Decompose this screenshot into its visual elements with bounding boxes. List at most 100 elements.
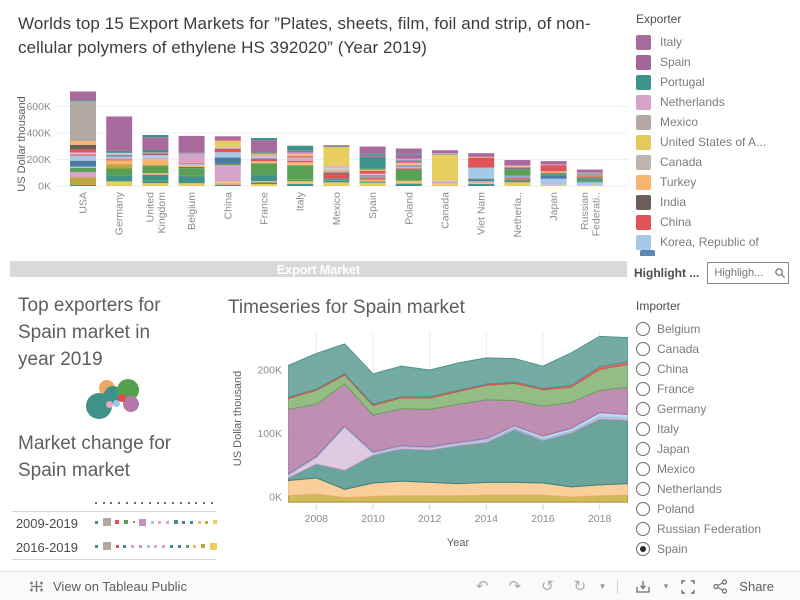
legend-item-india[interactable]: India <box>636 192 796 212</box>
download-icon[interactable] <box>626 580 660 594</box>
radio-icon <box>636 462 650 476</box>
importer-option-spain[interactable]: Spain <box>636 539 798 559</box>
legend-item-turkey[interactable]: Turkey <box>636 172 796 192</box>
legend-swatch <box>636 94 651 110</box>
importer-option-italy[interactable]: Italy <box>636 419 798 439</box>
exporter-bubble[interactable] <box>112 399 120 407</box>
change-mark <box>150 520 154 524</box>
svg-text:USA: USA <box>78 192 90 214</box>
svg-text:Italy: Italy <box>295 191 307 211</box>
radio-icon <box>636 342 650 356</box>
fullscreen-icon[interactable] <box>672 579 704 594</box>
change-row-label-2009-2019: 2009-2019 <box>15 516 78 531</box>
svg-text:United: United <box>144 192 156 223</box>
legend-label: India <box>660 195 687 209</box>
exporter-bubble[interactable] <box>123 396 139 412</box>
legend-label: United States of A... <box>660 135 767 149</box>
exporter-legend: Exporter Italy Spain Portugal Netherlands Me… <box>636 12 796 252</box>
exporter-bubble[interactable] <box>118 394 126 402</box>
legend-swatch <box>636 194 651 210</box>
export-market-band[interactable]: Export Market <box>10 261 627 277</box>
svg-text:100K: 100K <box>257 428 282 440</box>
legend-label: China <box>660 215 692 229</box>
refresh-icon[interactable]: ↻ <box>573 577 587 595</box>
view-on-tableau-public[interactable]: View on Tableau Public <box>28 578 187 595</box>
svg-text:Germany: Germany <box>114 191 126 235</box>
highlight-search-box[interactable] <box>707 262 790 284</box>
legend-item-mexico[interactable]: Mexico <box>636 112 796 132</box>
toolbar-actions: ↶ ↷ ↺ ↻ ▾ ▾ <box>466 577 774 595</box>
svg-text:Poland: Poland <box>403 192 415 225</box>
share-icon[interactable] <box>704 579 737 594</box>
svg-text:2010: 2010 <box>361 513 385 525</box>
top-exporters-heading-line2: Spain market in <box>18 322 151 343</box>
timeseries-title: Timeseries for Spain market <box>228 297 465 318</box>
change-mark <box>212 520 217 524</box>
legend-item-spain[interactable]: Spain <box>636 52 796 72</box>
importer-option-belgium[interactable]: Belgium <box>636 319 798 339</box>
legend-item-china[interactable]: China <box>636 212 796 232</box>
share-label[interactable]: Share <box>739 579 774 594</box>
highlight-search-input[interactable] <box>712 266 775 280</box>
redo-icon[interactable]: ↷ <box>508 577 522 595</box>
importer-option-mexico[interactable]: Mexico <box>636 459 798 479</box>
radio-label: China <box>657 362 689 376</box>
top-exporters-heading-line3: year 2019 <box>18 349 103 370</box>
dashboard-title: Worlds top 15 Export Markets for ”Plates… <box>18 14 591 57</box>
divider <box>12 559 216 560</box>
timeseries-area-chart[interactable]: 0K 100K 200K 2008 2010 2012 2014 2016 2018 Year US… <box>225 300 630 558</box>
undo-icon[interactable]: ↶ <box>475 577 489 595</box>
radio-icon <box>636 322 650 336</box>
importer-option-poland[interactable]: Poland <box>636 499 798 519</box>
importer-option-germany[interactable]: Germany <box>636 399 798 419</box>
legend-item-netherlands[interactable]: Netherlands <box>636 92 796 112</box>
importer-option-canada[interactable]: Canada <box>636 339 798 359</box>
importer-option-netherlands[interactable]: Netherlands <box>636 479 798 499</box>
radio-label: Spain <box>657 542 688 556</box>
importer-option-china[interactable]: China <box>636 359 798 379</box>
change-mark <box>115 520 120 524</box>
legend-swatch <box>636 114 651 130</box>
revert-icon[interactable]: ↺ <box>541 577 554 595</box>
chevron-down-icon[interactable]: ▾ <box>663 581 669 591</box>
tableau-toolbar: View on Tableau Public ↶ ↷ ↺ ↻ ▾ ▾ <box>0 571 800 600</box>
exporter-bubble[interactable] <box>105 400 113 408</box>
legend-item-portugal[interactable]: Portugal <box>636 72 796 92</box>
importer-option-france[interactable]: France <box>636 379 798 399</box>
change-mark <box>209 542 217 550</box>
svg-text:China: China <box>222 192 234 220</box>
legend-swatch <box>636 134 651 150</box>
change-marks-2016-2019[interactable] <box>95 541 217 551</box>
highlight-filter: Highlight ... <box>634 262 794 284</box>
chevron-down-icon[interactable]: ▾ <box>600 581 605 591</box>
legend-item-italy[interactable]: Italy <box>636 32 796 52</box>
importer-option-russian-federation[interactable]: Russian Federation <box>636 519 798 539</box>
legend-item-korea-republic-of[interactable]: Korea, Republic of <box>636 232 796 252</box>
svg-text:Viet Nam: Viet Nam <box>476 192 488 235</box>
legend-item-united-states-of-a-[interactable]: United States of A... <box>636 132 796 152</box>
svg-text:2008: 2008 <box>305 513 329 525</box>
radio-label: Canada <box>657 342 700 356</box>
legend-label: Spain <box>660 55 691 69</box>
change-row-label-2016-2019: 2016-2019 <box>15 540 78 555</box>
radio-icon <box>636 382 650 396</box>
radio-icon <box>636 482 650 496</box>
change-mark <box>158 520 162 524</box>
svg-text:0K: 0K <box>38 181 51 193</box>
importer-title: Importer <box>636 299 681 313</box>
radio-icon <box>636 442 650 456</box>
svg-text:600K: 600K <box>26 101 51 113</box>
legend-item-canada[interactable]: Canada <box>636 152 796 172</box>
svg-text:US Dollar thousand: US Dollar thousand <box>232 371 244 466</box>
importer-option-japan[interactable]: Japan <box>636 439 798 459</box>
svg-text:2018: 2018 <box>588 513 612 525</box>
change-mark <box>197 520 201 524</box>
radio-label: Italy <box>657 422 680 436</box>
radio-label: Netherlands <box>657 482 722 496</box>
legend-swatch <box>636 54 651 70</box>
change-marks-2009-2019[interactable] <box>95 517 217 527</box>
legend-label: Turkey <box>660 175 697 189</box>
change-mark <box>185 544 189 548</box>
